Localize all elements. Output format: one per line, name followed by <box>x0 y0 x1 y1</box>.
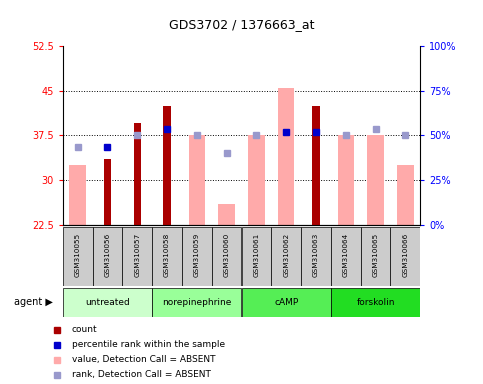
Text: forskolin: forskolin <box>356 298 395 307</box>
Text: GDS3702 / 1376663_at: GDS3702 / 1376663_at <box>169 18 314 31</box>
Text: GSM310056: GSM310056 <box>104 233 111 277</box>
Bar <box>331 288 420 317</box>
Bar <box>212 227 242 286</box>
Bar <box>278 88 294 225</box>
Bar <box>248 136 265 225</box>
Text: GSM310058: GSM310058 <box>164 233 170 277</box>
Text: GSM310057: GSM310057 <box>134 233 140 277</box>
Text: rank, Detection Call = ABSENT: rank, Detection Call = ABSENT <box>71 370 211 379</box>
Text: GSM310061: GSM310061 <box>254 233 259 277</box>
Bar <box>338 136 354 225</box>
Text: agent ▶: agent ▶ <box>14 297 53 308</box>
Bar <box>301 227 331 286</box>
Bar <box>93 227 122 286</box>
Text: GSM310063: GSM310063 <box>313 233 319 277</box>
Bar <box>331 227 361 286</box>
Bar <box>390 227 420 286</box>
Text: GSM310055: GSM310055 <box>75 233 81 277</box>
Text: count: count <box>71 326 97 334</box>
Bar <box>271 227 301 286</box>
Bar <box>70 165 86 225</box>
Bar <box>63 288 152 317</box>
Bar <box>361 227 390 286</box>
Bar <box>242 288 331 317</box>
Bar <box>63 227 93 286</box>
Text: GSM310062: GSM310062 <box>283 233 289 277</box>
Bar <box>182 227 212 286</box>
Text: GSM310065: GSM310065 <box>372 233 379 277</box>
Text: norepinephrine: norepinephrine <box>162 298 231 307</box>
Bar <box>152 227 182 286</box>
Text: GSM310059: GSM310059 <box>194 233 200 277</box>
Text: value, Detection Call = ABSENT: value, Detection Call = ABSENT <box>71 355 215 364</box>
Bar <box>163 106 171 225</box>
Bar <box>368 136 384 225</box>
Text: GSM310060: GSM310060 <box>224 233 229 277</box>
Bar <box>133 124 141 225</box>
Bar <box>152 288 242 317</box>
Bar <box>312 106 320 225</box>
Bar <box>397 165 413 225</box>
Text: GSM310066: GSM310066 <box>402 233 408 277</box>
Bar <box>189 136 205 225</box>
Bar <box>122 227 152 286</box>
Text: untreated: untreated <box>85 298 130 307</box>
Bar <box>104 159 111 225</box>
Text: percentile rank within the sample: percentile rank within the sample <box>71 340 225 349</box>
Text: GSM310064: GSM310064 <box>343 233 349 277</box>
Text: cAMP: cAMP <box>274 298 298 307</box>
Bar <box>218 204 235 225</box>
Bar <box>242 227 271 286</box>
